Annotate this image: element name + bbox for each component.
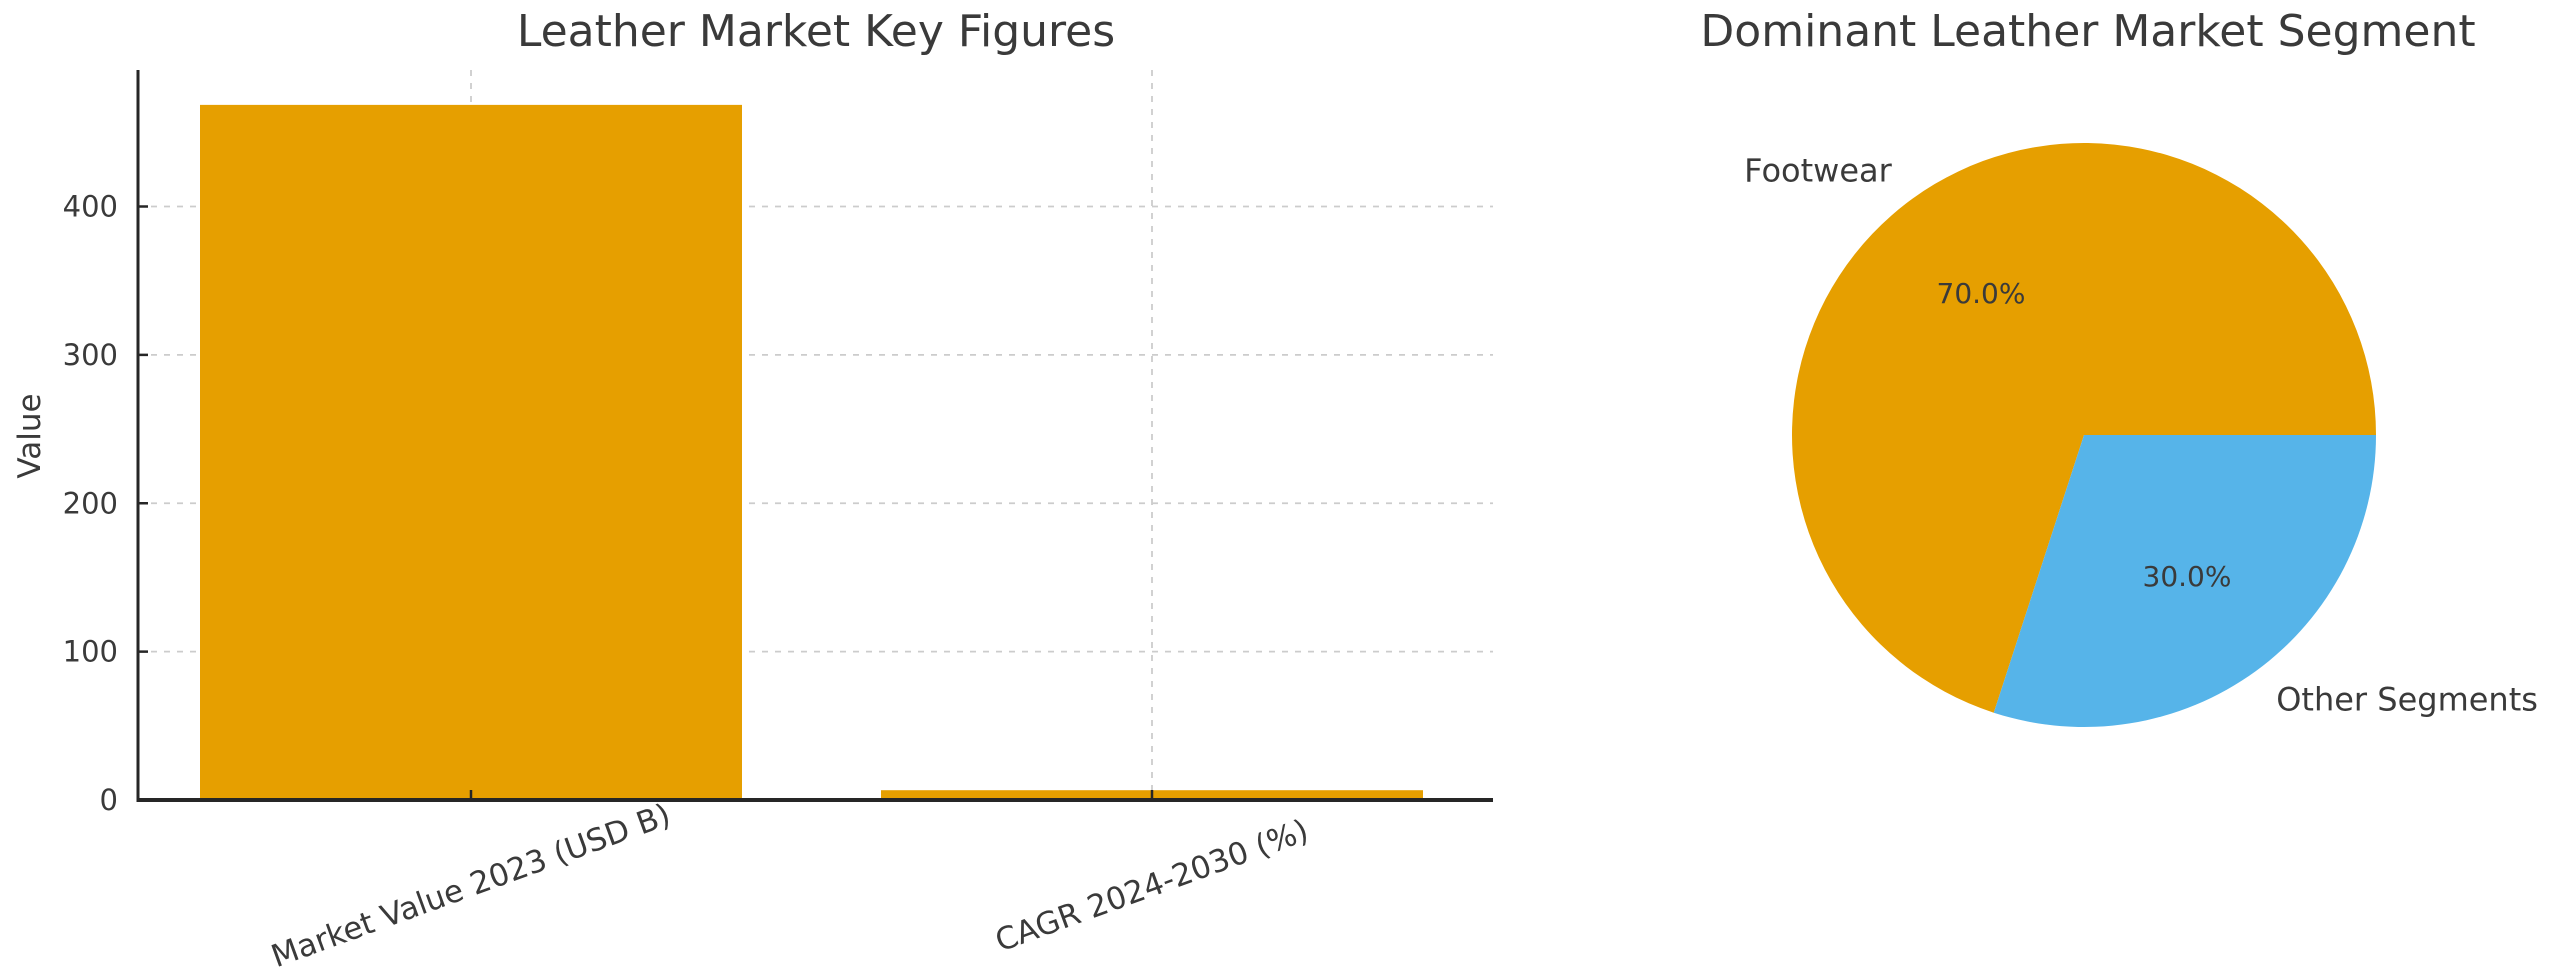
y-tick-label: 200 xyxy=(63,486,118,520)
bar-y-axis-label: Value xyxy=(12,393,48,478)
pie-percent-label: 30.0% xyxy=(2143,560,2232,593)
pie-chart-title: Dominant Leather Market Segment xyxy=(1700,6,2475,57)
pie-segment-label: Footwear xyxy=(1744,151,1892,189)
y-tick-label: 100 xyxy=(63,635,118,669)
bar-series xyxy=(200,104,1423,801)
pie-wedge-other-segments xyxy=(1993,435,2376,727)
pie-segment-label: Other Segments xyxy=(2276,681,2538,719)
pie-wedge-footwear xyxy=(1791,142,2376,713)
x-tick-label: CAGR 2024-2030 (%) xyxy=(991,813,1314,960)
bar-axes xyxy=(136,70,1493,802)
y-tick-label: 400 xyxy=(63,190,118,224)
pie-percent-label: 70.0% xyxy=(1937,277,2026,310)
y-tick-label: 0 xyxy=(100,783,118,817)
pie-wedges xyxy=(1791,142,2376,727)
bar-chart-title: Leather Market Key Figures xyxy=(517,6,1115,57)
x-tick-label: Market Value 2023 (USD B) xyxy=(267,797,676,975)
bar-chart: 0 100 200 300 400 Market Value 2023 (USD B) CA… xyxy=(12,6,1493,975)
bar-1 xyxy=(200,104,742,801)
pie-chart: 70.0% Footwear 30.0% Other Segments Dominan… xyxy=(1700,6,2538,727)
y-tick-label: 300 xyxy=(63,338,118,372)
pie-labels: 70.0% Footwear 30.0% Other Segments xyxy=(1744,151,2538,718)
